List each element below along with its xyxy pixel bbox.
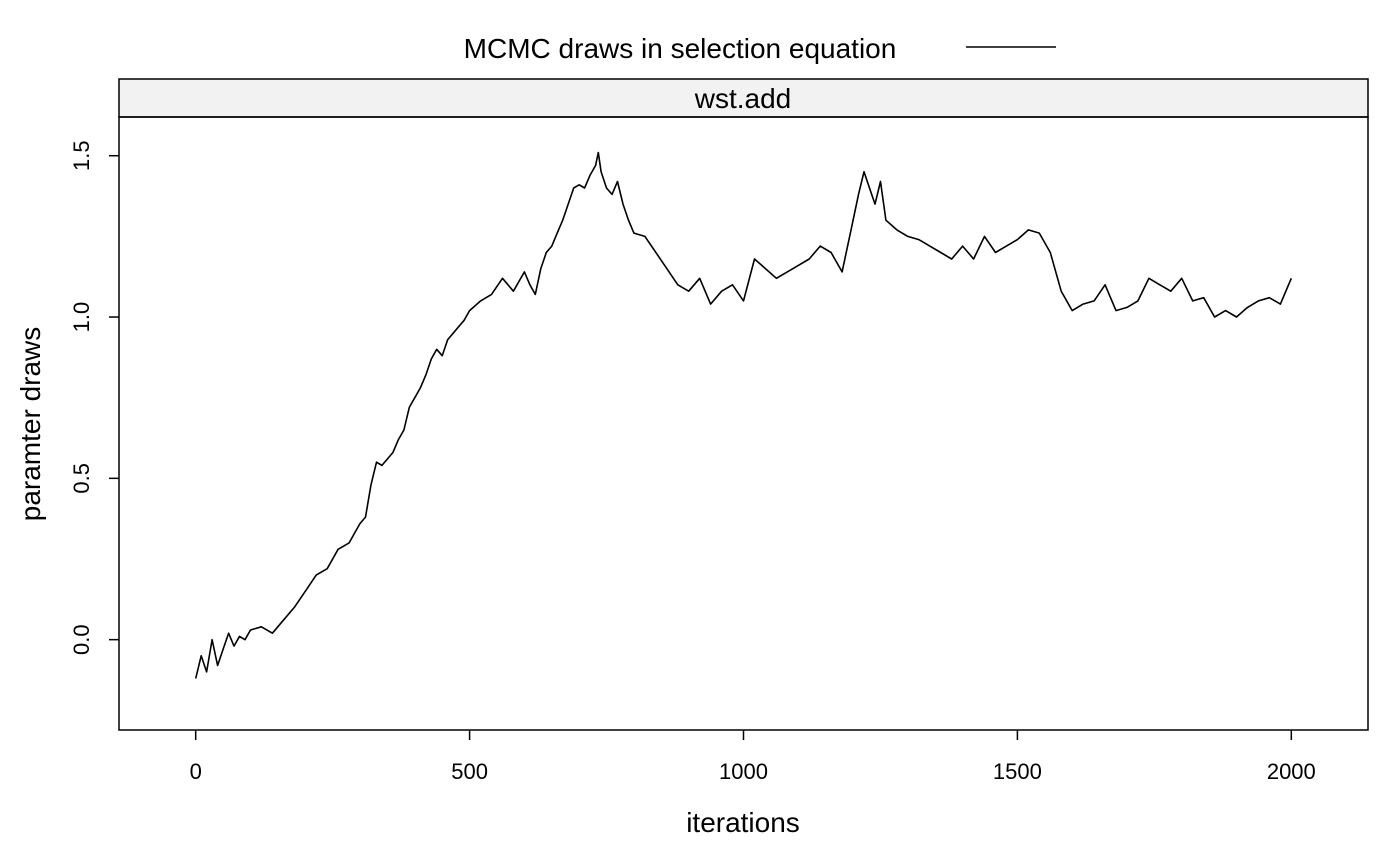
x-tick-label: 500 xyxy=(451,759,488,784)
y-axis: 0.0 0.5 1.0 1.5 xyxy=(69,140,119,655)
x-tick-label: 2000 xyxy=(1267,759,1316,784)
x-tick-label: 1000 xyxy=(719,759,768,784)
x-tick-label: 1500 xyxy=(993,759,1042,784)
plot-frame xyxy=(118,116,1369,731)
x-tick-label: 0 xyxy=(190,759,202,784)
x-axis-title: iterations xyxy=(686,807,800,838)
y-axis-title: paramter draws xyxy=(15,327,46,522)
y-tick-label: 1.0 xyxy=(69,302,94,333)
x-axis: 0 500 1000 1500 2000 xyxy=(190,730,1316,784)
panel-strip-label: wst.add xyxy=(694,83,792,114)
y-tick-label: 1.5 xyxy=(69,140,94,171)
legend-label: MCMC draws in selection equation xyxy=(464,33,897,64)
y-tick-label: 0.5 xyxy=(69,463,94,494)
trace-line xyxy=(194,151,1293,679)
y-tick-label: 0.0 xyxy=(69,624,94,655)
